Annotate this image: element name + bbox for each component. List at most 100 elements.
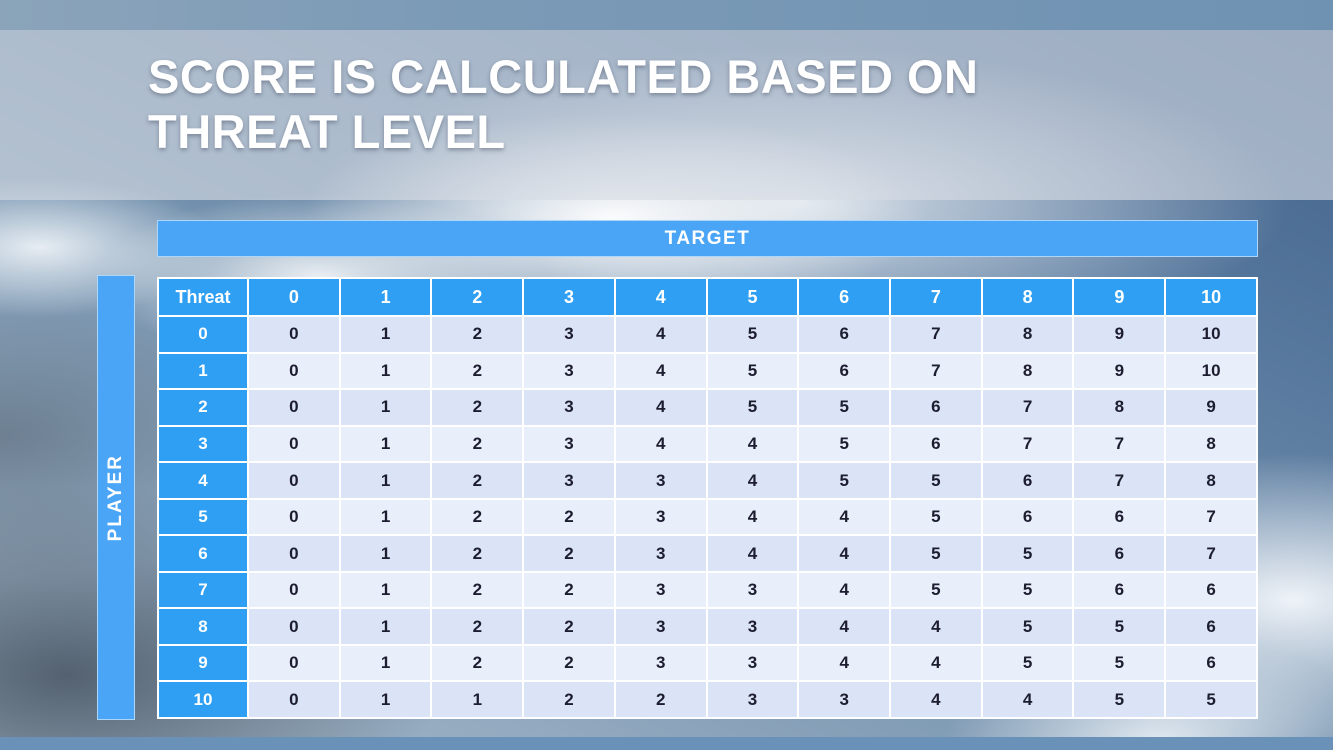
score-cell: 5 <box>1164 680 1258 719</box>
row-header-cell: 7 <box>157 570 249 610</box>
score-cell: 4 <box>705 424 800 464</box>
score-cell: 0 <box>247 424 341 464</box>
score-cell: 3 <box>613 643 708 683</box>
score-cell: 2 <box>430 534 525 573</box>
table-row: 0 0 1 2 3 4 5 6 7 8 9 10 <box>157 315 1258 354</box>
score-cell: 2 <box>522 497 616 537</box>
col-header-cell: 7 <box>889 276 983 318</box>
score-cell: 0 <box>247 315 341 354</box>
bottom-bar <box>0 737 1333 750</box>
target-label: TARGET <box>664 227 751 249</box>
score-cell: 7 <box>1164 497 1258 537</box>
score-cell: 3 <box>705 680 800 719</box>
row-header-cell: 0 <box>157 315 249 354</box>
score-cell: 5 <box>889 534 983 573</box>
score-cell: 4 <box>613 424 708 464</box>
score-cell: 6 <box>1072 570 1167 610</box>
player-label: PLAYER <box>105 453 126 542</box>
score-cell: 5 <box>1072 680 1167 719</box>
score-cell: 3 <box>797 680 892 719</box>
row-header-cell: 10 <box>157 680 249 719</box>
top-bar <box>0 0 1333 30</box>
score-cell: 7 <box>1164 534 1258 573</box>
score-cell: 4 <box>797 497 892 537</box>
page-title: SCORE IS CALCULATED BASED ON THREAT LEVE… <box>148 50 979 158</box>
score-cell: 4 <box>613 315 708 354</box>
score-cell: 6 <box>797 315 892 354</box>
col-header-cell: 6 <box>797 276 892 318</box>
score-cell: 7 <box>1072 424 1167 464</box>
score-cell: 10 <box>1164 351 1258 391</box>
score-cell: 4 <box>613 351 708 391</box>
score-cell: 4 <box>797 570 892 610</box>
score-cell: 4 <box>889 643 983 683</box>
score-cell: 2 <box>613 680 708 719</box>
score-cell: 10 <box>1164 315 1258 354</box>
score-cell: 0 <box>247 643 341 683</box>
score-cell: 0 <box>247 570 341 610</box>
score-cell: 3 <box>613 607 708 646</box>
score-cell: 3 <box>705 607 800 646</box>
score-cell: 4 <box>980 680 1075 719</box>
score-cell: 5 <box>889 461 983 500</box>
score-cell: 8 <box>1072 388 1167 427</box>
score-cell: 5 <box>797 424 892 464</box>
score-cell: 6 <box>1164 607 1258 646</box>
score-cell: 2 <box>430 607 525 646</box>
score-cell: 1 <box>338 680 433 719</box>
score-cell: 6 <box>797 351 892 391</box>
score-cell: 1 <box>338 607 433 646</box>
score-cell: 7 <box>889 351 983 391</box>
score-cell: 5 <box>980 643 1075 683</box>
score-cell: 3 <box>705 570 800 610</box>
score-grid: Threat 0 1 2 3 4 5 6 7 8 9 10 0 0 1 2 3 4 5 6 7 8 9 10 1 0 1 2 3 4 5 6 7… <box>157 276 1258 719</box>
score-cell: 2 <box>430 424 525 464</box>
score-cell: 2 <box>430 388 525 427</box>
score-cell: 2 <box>430 643 525 683</box>
col-header-cell: 1 <box>338 276 433 318</box>
score-cell: 6 <box>1164 570 1258 610</box>
score-cell: 2 <box>522 570 616 610</box>
score-cell: 5 <box>797 388 892 427</box>
score-cell: 0 <box>247 351 341 391</box>
score-cell: 2 <box>430 315 525 354</box>
score-cell: 0 <box>247 497 341 537</box>
score-cell: 6 <box>1072 497 1167 537</box>
score-cell: 6 <box>1072 534 1167 573</box>
score-cell: 8 <box>980 315 1075 354</box>
score-cell: 6 <box>889 388 983 427</box>
col-header-cell: 2 <box>430 276 525 318</box>
score-cell: 3 <box>613 461 708 500</box>
col-header-cell: 8 <box>980 276 1075 318</box>
score-cell: 7 <box>980 424 1075 464</box>
score-cell: 1 <box>338 461 433 500</box>
score-cell: 3 <box>522 461 616 500</box>
title-band: SCORE IS CALCULATED BASED ON THREAT LEVE… <box>0 30 1333 200</box>
score-cell: 6 <box>980 497 1075 537</box>
score-cell: 2 <box>522 643 616 683</box>
score-cell: 1 <box>338 315 433 354</box>
score-cell: 9 <box>1072 351 1167 391</box>
score-cell: 1 <box>338 643 433 683</box>
score-cell: 0 <box>247 461 341 500</box>
score-cell: 2 <box>522 607 616 646</box>
score-cell: 5 <box>980 570 1075 610</box>
score-cell: 5 <box>980 534 1075 573</box>
score-cell: 3 <box>613 497 708 537</box>
score-cell: 2 <box>430 570 525 610</box>
score-cell: 1 <box>338 534 433 573</box>
score-cell: 4 <box>705 497 800 537</box>
score-table: Threat 0 1 2 3 4 5 6 7 8 9 10 0 0 1 2 3 4 5 6 7 8 9 10 1 0 1 2 3 4 5 6 7… <box>157 276 1258 719</box>
score-cell: 2 <box>430 461 525 500</box>
score-cell: 6 <box>980 461 1075 500</box>
score-cell: 5 <box>889 570 983 610</box>
player-header: PLAYER <box>97 275 135 720</box>
score-cell: 3 <box>613 534 708 573</box>
score-cell: 2 <box>522 534 616 573</box>
score-cell: 3 <box>522 315 616 354</box>
target-header: TARGET <box>157 220 1258 257</box>
score-cell: 5 <box>797 461 892 500</box>
